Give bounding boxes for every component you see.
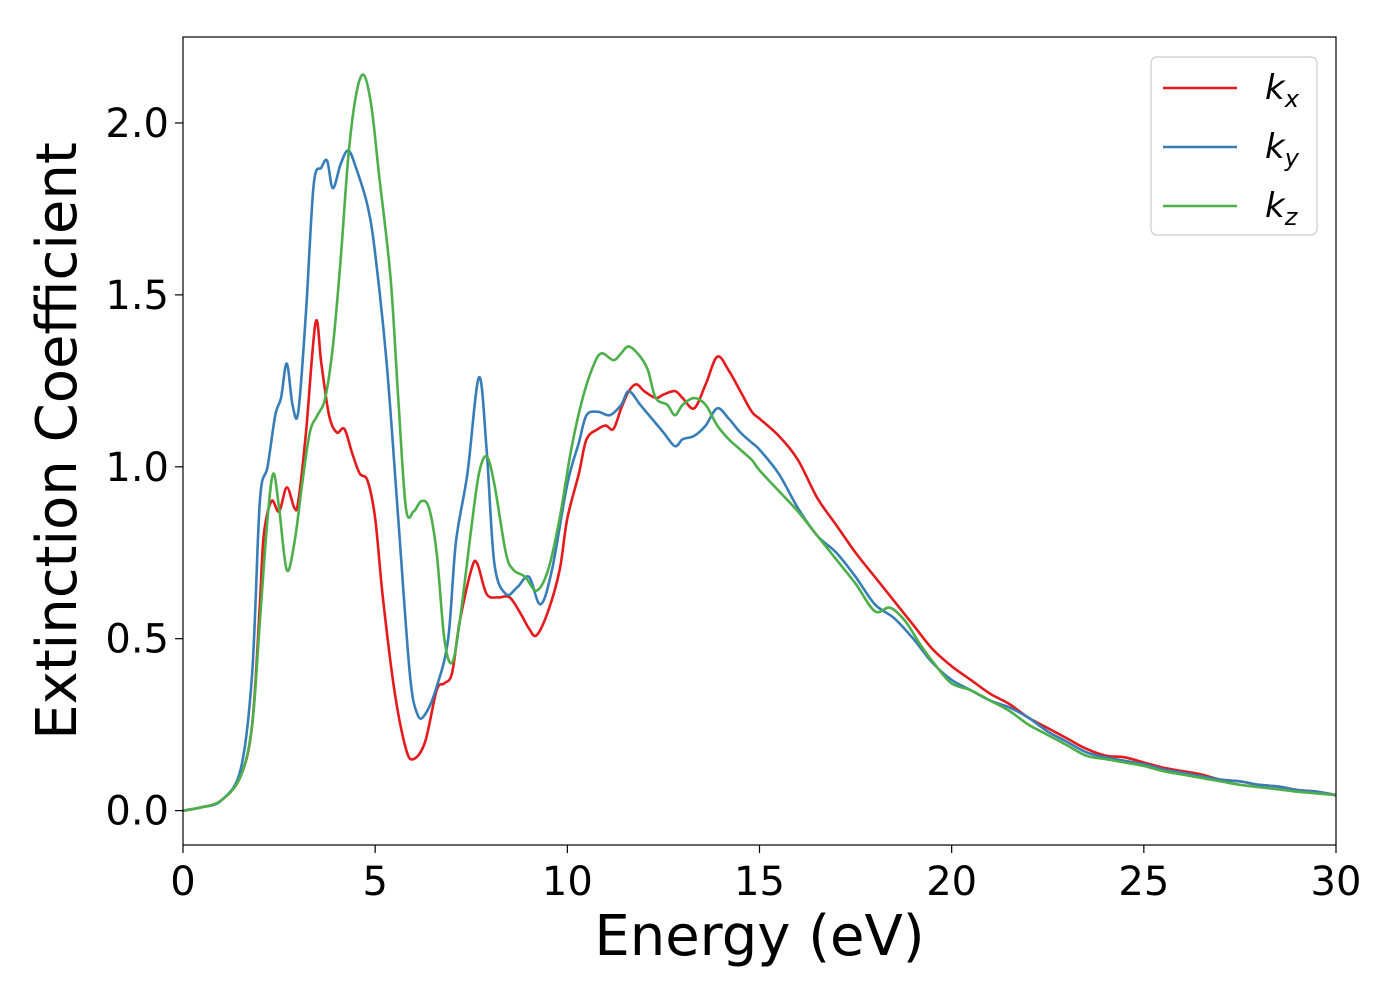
x-tick-label: 5 [362,859,387,905]
x-tick-label: 20 [926,859,977,905]
y-tick-label: 1.5 [105,273,169,319]
legend-label-kx: kx [1265,68,1300,113]
x-tick-label: 0 [170,859,195,905]
y-tick-label: 0.0 [105,789,169,835]
y-axis-title: Extinction Coefficient [25,142,90,740]
series-line-ky [183,149,1336,812]
legend-label-ky: ky [1265,127,1300,172]
legend: kx ky kz [1150,56,1318,236]
x-axis-title: Energy (eV) [594,904,924,969]
x-tick-label: 30 [1311,859,1362,905]
y-tick-label: 1.0 [105,445,169,491]
x-tick-label: 10 [542,859,593,905]
x-tick-label: 15 [734,859,785,905]
series-line-kx [183,318,1336,812]
x-tick-label: 25 [1118,859,1169,905]
y-tick-label: 2.0 [105,101,169,147]
legend-label-kz: kz [1265,186,1299,231]
series-line-kz [183,73,1336,812]
y-tick-label: 0.5 [105,617,169,663]
